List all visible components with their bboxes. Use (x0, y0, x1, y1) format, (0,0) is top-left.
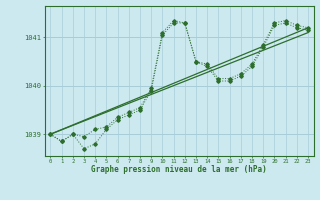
X-axis label: Graphe pression niveau de la mer (hPa): Graphe pression niveau de la mer (hPa) (91, 165, 267, 174)
